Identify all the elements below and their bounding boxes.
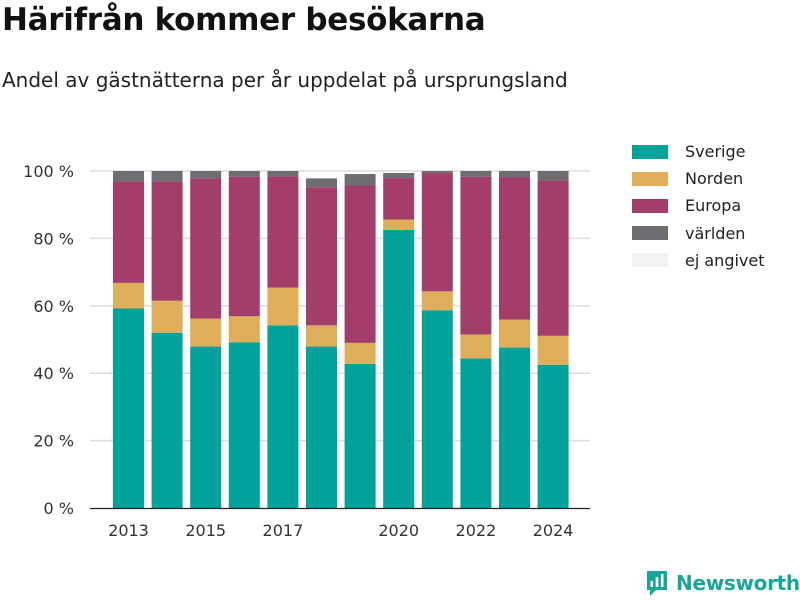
bar-segment [421,291,453,311]
bar-segment [499,347,530,508]
bar-segment [421,173,453,292]
newsworthy-logo-icon [647,571,667,596]
bar-segment [306,346,337,508]
legend-label-ej-angivet: ej angivet [685,250,765,270]
bar-segment [113,181,144,283]
bar-segment [383,173,415,179]
bar-segment [113,308,144,508]
bar-segment [228,176,260,317]
x-tick-label: 2013 [108,521,149,540]
x-tick-label: 2022 [456,521,497,540]
legend-item-ej-angivet: ej angivet [632,247,765,274]
bar-segment [460,334,492,359]
bar-segment [151,181,183,301]
y-tick-label: 80 % [33,229,74,248]
legend-swatch-varlden [632,226,668,241]
legend-swatch-norden [632,171,668,186]
bar-segment [499,171,530,178]
y-tick-label: 40 % [33,364,74,383]
bar-segment [306,187,337,326]
bar-segment [228,316,260,343]
bar-segment [190,346,222,508]
bar-segment [537,171,569,181]
bar-segment [499,177,530,320]
bar-segment [190,318,222,347]
bar-segment [151,171,183,182]
bar-segment [113,171,144,182]
bar-segment [306,178,337,188]
legend: Sverige Norden Europa världen ej angivet [632,138,765,274]
legend-item-varlden: världen [632,220,765,247]
bar-segment [190,178,222,319]
bar-segment [421,310,453,508]
bar-segment [190,171,222,179]
bar-segment [344,185,376,343]
legend-swatch-europa [632,198,668,213]
y-tick-label: 100 % [23,162,74,181]
y-tick-label: 20 % [33,432,74,451]
legend-label-sverige: Sverige [685,142,746,162]
bar-segment [228,171,260,177]
chart-title: Härifrån kommer besökarna [2,2,486,38]
legend-item-europa: Europa [632,192,765,219]
y-tick-label: 0 % [44,499,74,518]
bar-segment [537,364,569,508]
legend-label-norden: Norden [685,169,744,189]
bar-segment [151,300,183,333]
x-tick-label: 2017 [263,521,304,540]
bar-segment [267,176,299,288]
brand-name: Newsworthy [676,571,800,595]
legend-label-varlden: världen [685,223,746,243]
legend-item-norden: Norden [632,165,765,192]
bar-segment [537,180,569,336]
legend-item-sverige: Sverige [632,138,765,165]
bar-segment [344,363,376,508]
bar-segment [460,171,492,177]
bar-segment [383,178,415,220]
bar-segment [421,171,453,174]
x-tick-label: 2015 [185,521,226,540]
bar-segment [344,174,376,186]
chart-subtitle: Andel av gästnätterna per år uppdelat på… [2,68,568,92]
bar-segment [267,287,299,326]
bar-segment [460,358,492,508]
bar-segment [460,176,492,335]
bar-segment [267,171,299,177]
legend-swatch-ej-angivet [632,253,668,268]
bar-segment [537,335,569,365]
bar-segment [151,332,183,508]
bar-segment [113,282,144,309]
x-tick-label: 2024 [533,521,574,540]
legend-swatch-sverige [632,144,668,159]
x-tick-label: 2020 [378,521,419,540]
legend-label-europa: Europa [685,196,742,216]
bar-segment [383,219,415,230]
bar-segment [306,325,337,347]
y-tick-label: 60 % [33,297,74,316]
bar-segment [344,342,376,364]
bar-segment [228,342,260,508]
brand-logo[interactable]: Newsworthy [645,569,800,597]
bar-segment [499,319,530,348]
bar-segment [383,229,415,508]
bar-segment [267,325,299,508]
